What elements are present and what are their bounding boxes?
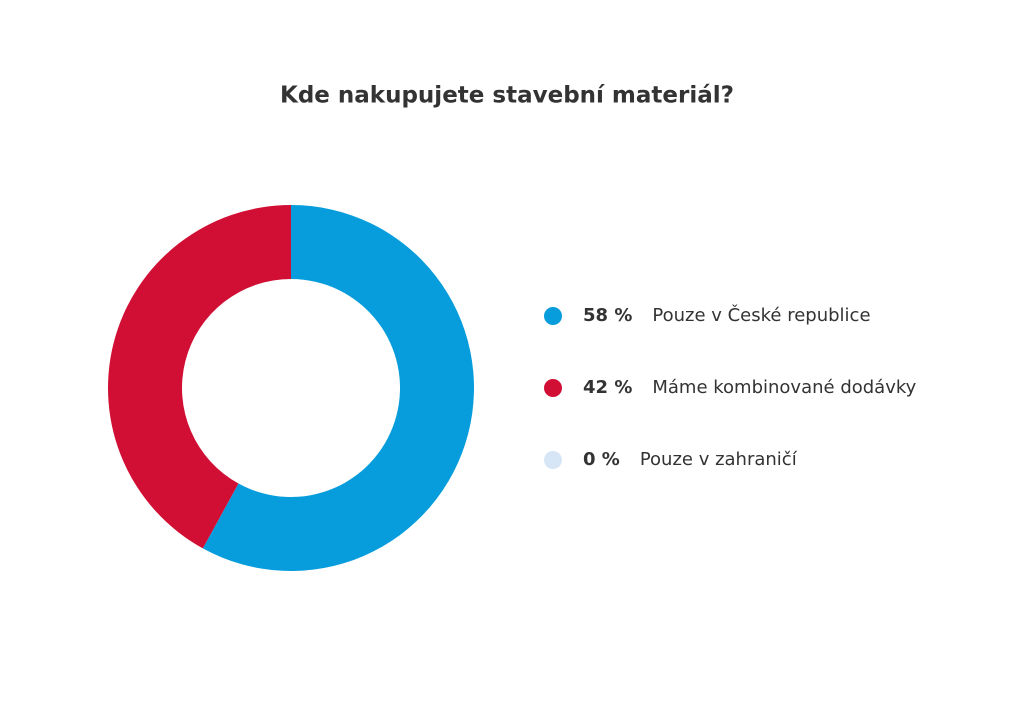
legend-label: Pouze v České republice (652, 304, 870, 326)
legend-value: 42 % (583, 377, 632, 398)
legend-label: Pouze v zahraničí (640, 449, 798, 470)
chart-title: Kde nakupujete stavební materiál? (280, 83, 734, 109)
legend-marker (544, 379, 562, 397)
donut-slice (202, 205, 474, 571)
donut-slice (107, 205, 292, 549)
legend-label: Máme kombinované dodávky (652, 377, 916, 398)
legend-value: 0 % (583, 449, 620, 470)
legend-marker (544, 451, 562, 469)
legend-marker (544, 307, 562, 325)
legend-value: 58 % (583, 305, 632, 326)
